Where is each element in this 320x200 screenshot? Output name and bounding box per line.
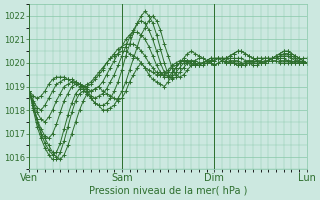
- X-axis label: Pression niveau de la mer( hPa ): Pression niveau de la mer( hPa ): [89, 186, 247, 196]
